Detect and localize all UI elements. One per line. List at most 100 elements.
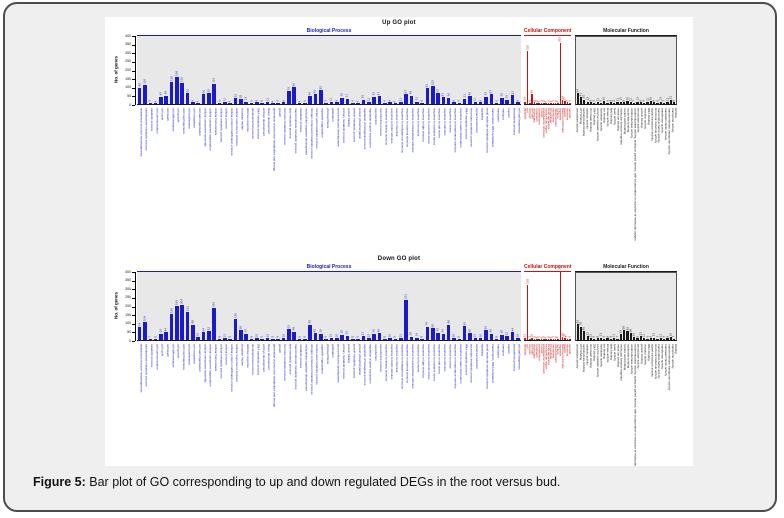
- x-axis-label: cell recognition: [192, 344, 197, 365]
- bar-value-label: 57: [403, 89, 408, 94]
- bar-slot: 11: [612, 273, 616, 340]
- bar-slot: 62: [185, 36, 190, 104]
- x-axis-label: cell proliferation: [187, 108, 192, 130]
- bar-slot: 5: [662, 273, 666, 340]
- bar-slot: 10: [530, 272, 534, 340]
- bar: [345, 98, 350, 104]
- bar-slot: 5: [551, 272, 555, 340]
- bar: [404, 299, 408, 340]
- bar: [616, 338, 619, 340]
- bar-slot: 13: [598, 273, 602, 340]
- x-axis-label: metal ion binding: [616, 344, 621, 367]
- x-axis-label: tropism: [506, 344, 511, 354]
- x-axis-label: response to light stimulus: [421, 344, 426, 378]
- bar: [334, 338, 339, 340]
- x-axis-label: secondary metabolic process: [469, 344, 474, 383]
- x-axis-label: protein folding: [347, 108, 352, 127]
- bar-value-label: 30: [499, 330, 504, 334]
- x-axis-label: response to stimulus: [443, 344, 448, 372]
- bar-value-label: 8: [382, 335, 387, 338]
- y-axis-tick-label: 150: [125, 76, 131, 81]
- bar-slot: 9: [532, 36, 536, 104]
- bar: [533, 339, 536, 340]
- bar: [271, 339, 275, 340]
- bar: [228, 339, 233, 340]
- bar-slot: 78: [425, 272, 430, 340]
- bar-slot: 9: [648, 273, 652, 340]
- bar-slot: 5: [297, 272, 302, 340]
- bar: [536, 103, 538, 104]
- x-axis-label: post-embryonic development: [336, 108, 341, 147]
- bar-slot: 41: [441, 36, 446, 104]
- bar-slot: 6: [592, 273, 596, 340]
- x-axis-label: cell death: [165, 344, 170, 357]
- bar-slot: 5: [228, 272, 233, 340]
- bar: [462, 325, 467, 340]
- bar-value-label: 76: [286, 86, 291, 90]
- bar: [666, 338, 669, 340]
- bar: [169, 314, 174, 340]
- x-axis-label: response to osmotic stress: [427, 344, 432, 380]
- bar-slot: 68: [430, 272, 435, 340]
- bar-slot: 11: [222, 36, 227, 104]
- y-axis-tick: [132, 297, 135, 299]
- bar: [345, 335, 350, 340]
- bar: [308, 96, 312, 104]
- x-axis-label: photosynthesis: [325, 344, 330, 365]
- bar: [191, 102, 195, 104]
- bar-slot: 9: [254, 36, 259, 104]
- x-axis-label: organelle organization: [320, 344, 325, 374]
- x-axis-label: embryo development: [261, 108, 266, 137]
- bar: [538, 103, 541, 104]
- bar: [180, 304, 185, 340]
- bar: [626, 331, 629, 340]
- bar-slot: 162: [185, 272, 190, 340]
- x-axis-label: circadian rhythm: [240, 344, 245, 367]
- x-axis-label: response to external stimulus: [405, 108, 410, 148]
- x-axis-label: lipid binding: [609, 108, 614, 124]
- bar-slot: 4: [555, 272, 559, 340]
- bar-slot: 9: [622, 37, 626, 104]
- bar: [557, 103, 559, 104]
- bar: [388, 338, 392, 340]
- bar: [564, 338, 566, 340]
- bar: [646, 102, 649, 104]
- bar-slot: 11: [329, 36, 334, 104]
- x-axis-label: cytoplasm: [535, 344, 540, 358]
- x-axis-label: protein binding: [640, 108, 645, 128]
- bar: [505, 99, 510, 104]
- bar-value-label: 82: [462, 321, 467, 325]
- bar-value-label: 5: [392, 336, 397, 339]
- bar: [382, 102, 387, 104]
- bar-slot: 11: [658, 273, 662, 340]
- bar-value-label: 36: [371, 329, 376, 333]
- bar: [297, 103, 302, 104]
- bar: [543, 339, 545, 340]
- bar-slot: 13: [658, 37, 662, 104]
- bar-slot: 62: [435, 36, 440, 104]
- y-axis: [135, 36, 136, 105]
- bar-slot: 42: [483, 36, 488, 104]
- bar-slot: 40: [467, 272, 472, 340]
- x-axis-label: nucleic acid binding: [623, 108, 628, 135]
- bar: [175, 306, 179, 340]
- bar: [623, 330, 626, 340]
- x-axis-label: cellular metabolic process: [219, 108, 224, 143]
- bar: [148, 102, 153, 104]
- bar: [626, 101, 629, 104]
- x-axis-label: protein phosphorylation: [357, 344, 362, 376]
- x-axis-label: chloroplast: [532, 344, 537, 359]
- bar-slot: 6: [382, 36, 387, 104]
- bar-slot: 352: [558, 36, 562, 104]
- x-axis-label: RNA metabolic process: [464, 108, 469, 140]
- bar-slot: 88: [308, 272, 313, 340]
- bar-slot: 62: [286, 272, 291, 340]
- x-axis-label: response to oxidative stress: [432, 344, 437, 382]
- bar-slot: 7: [662, 37, 666, 104]
- bar: [554, 338, 557, 340]
- x-axis-label: plastid: [563, 344, 568, 353]
- bar-value-label: 11: [265, 97, 270, 102]
- bar-slot: 6: [642, 37, 646, 104]
- bar-value-label: 74: [137, 322, 142, 327]
- x-axis-label: cell cycle: [160, 108, 165, 121]
